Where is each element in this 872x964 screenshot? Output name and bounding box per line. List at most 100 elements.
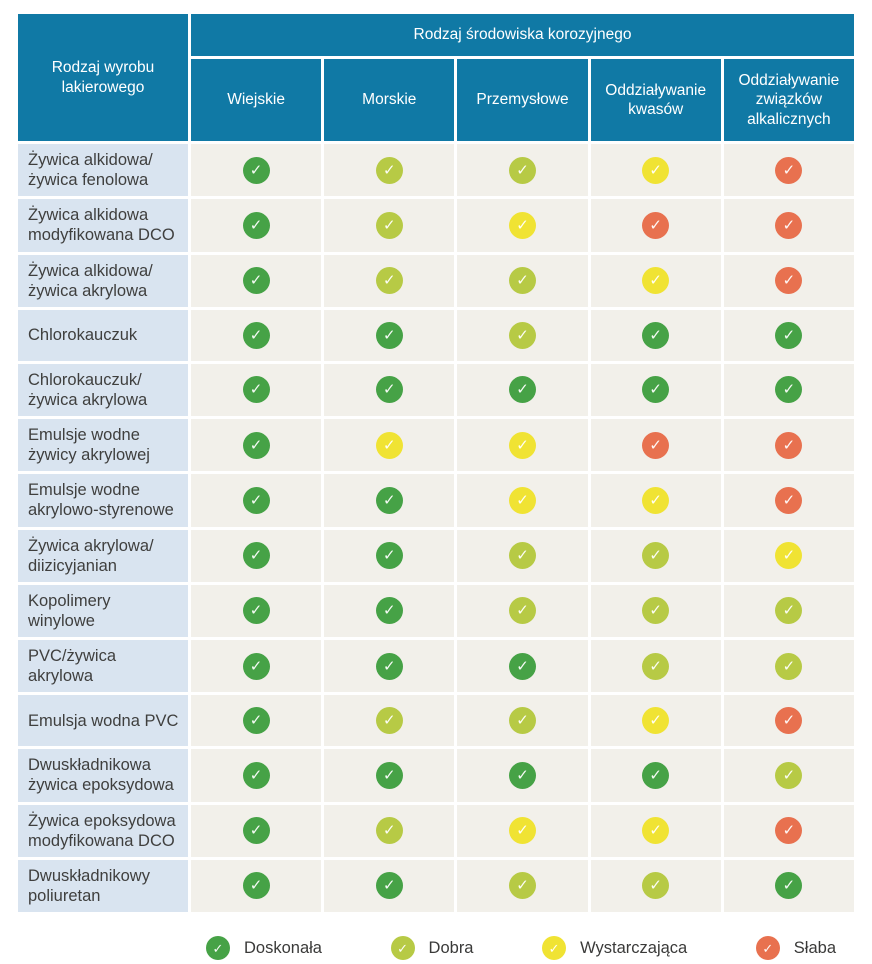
rating-cell-doskonala: ✓: [191, 859, 322, 912]
check-circle-icon: ✓: [775, 542, 803, 570]
check-circle-icon: ✓: [375, 156, 403, 184]
rating-cell-dobra: ✓: [457, 695, 588, 747]
rating-cell-slaba: ✓: [590, 419, 721, 472]
legend-label: Doskonała: [244, 938, 322, 957]
column-header-label: Wiejskie: [227, 91, 285, 109]
check-circle-icon: ✓: [508, 652, 536, 680]
check-circle-icon: ✓: [775, 376, 803, 404]
check-circle-icon: ✓: [242, 707, 270, 735]
row-label: Dwuskładnikowa żywica epoksydowa: [18, 749, 188, 802]
rating-cell-slaba: ✓: [723, 804, 854, 857]
rating-cell-slaba: ✓: [723, 695, 854, 747]
check-circle-icon: ✓: [375, 211, 403, 239]
rating-cell-doskonala: ✓: [723, 859, 854, 912]
legend-label: Dobra: [428, 938, 474, 957]
check-circle-icon: ✓: [375, 376, 403, 404]
check-circle-icon: ✓: [775, 431, 803, 459]
rating-cell-doskonala: ✓: [723, 363, 854, 416]
rating-cell-wystarczajaca: ✓: [457, 474, 588, 527]
check-circle-icon: ✓: [242, 431, 270, 459]
rating-cell-doskonala: ✓: [324, 584, 455, 637]
check-circle-icon: ✓: [508, 542, 536, 570]
rating-cell-doskonala: ✓: [590, 749, 721, 802]
column-header-oddzialywanie-zwiazkow-alkalicznych: Oddziaływanie związków alkalicznych: [723, 59, 854, 141]
check-circle-icon: ✓: [508, 817, 536, 845]
check-circle-icon: ✓: [375, 817, 403, 845]
column-header-label: Morskie: [362, 91, 417, 109]
check-circle-icon: ✓: [242, 267, 270, 295]
row-label: Chlorokauczuk: [18, 309, 188, 361]
rating-cell-doskonala: ✓: [723, 309, 854, 361]
corrosion-resistance-table: Rodzaj wyrobu lakierowego Rodzaj środowi…: [18, 14, 854, 912]
check-circle-icon: ✓: [508, 156, 536, 184]
rating-cell-doskonala: ✓: [457, 363, 588, 416]
column-group-header-label: Rodzaj środowiska korozyjnego: [413, 26, 632, 44]
check-circle-icon: ✓: [242, 652, 270, 680]
check-circle-icon: ✓: [508, 597, 536, 625]
legend-item-slaba: ✓ Słaba: [755, 936, 836, 960]
check-circle-icon: ✓: [242, 542, 270, 570]
rating-cell-wystarczajaca: ✓: [590, 695, 721, 747]
check-circle-icon: ✓: [775, 817, 803, 845]
rating-cell-doskonala: ✓: [191, 254, 322, 307]
rating-cell-dobra: ✓: [457, 254, 588, 307]
row-label: Żywica alkidowa/ żywica fenolowa: [18, 144, 188, 197]
check-circle-icon: ✓: [242, 761, 270, 789]
row-label: Emulsja wodna PVC: [18, 695, 188, 747]
column-header-label: Oddziaływanie związków alkalicznych: [738, 71, 840, 128]
check-circle-icon: ✓: [375, 321, 403, 349]
rating-cell-dobra: ✓: [723, 749, 854, 802]
column-header-oddzialywanie-kwasow: Oddziaływanie kwasów: [590, 59, 721, 141]
check-circle-icon: ✓: [375, 267, 403, 295]
check-circle-icon: ✓: [642, 211, 670, 239]
check-circle-icon: ✓: [390, 936, 415, 960]
check-circle-icon: ✓: [755, 936, 780, 960]
check-circle-icon: ✓: [242, 156, 270, 184]
rating-cell-doskonala: ✓: [324, 859, 455, 912]
rating-cell-dobra: ✓: [324, 804, 455, 857]
rating-cell-slaba: ✓: [723, 419, 854, 472]
check-circle-icon: ✓: [642, 431, 670, 459]
check-circle-icon: ✓: [508, 431, 536, 459]
legend-label: Wystarczająca: [580, 938, 688, 957]
check-circle-icon: ✓: [242, 211, 270, 239]
rating-cell-doskonala: ✓: [324, 749, 455, 802]
check-circle-icon: ✓: [775, 267, 803, 295]
check-circle-icon: ✓: [775, 707, 803, 735]
rating-cell-dobra: ✓: [590, 640, 721, 693]
check-circle-icon: ✓: [242, 597, 270, 625]
rating-cell-doskonala: ✓: [191, 529, 322, 582]
check-circle-icon: ✓: [508, 761, 536, 789]
column-header-label: Oddziaływanie kwasów: [605, 81, 707, 118]
check-circle-icon: ✓: [508, 321, 536, 349]
check-circle-icon: ✓: [508, 211, 536, 239]
check-circle-icon: ✓: [775, 211, 803, 239]
legend-item-doskonala: ✓ Doskonała: [206, 936, 322, 960]
column-header-label: Przemysłowe: [476, 91, 569, 109]
row-label: Chlorokauczuk/ żywica akrylowa: [18, 363, 188, 416]
check-circle-icon: ✓: [775, 761, 803, 789]
rating-cell-doskonala: ✓: [191, 144, 322, 197]
check-circle-icon: ✓: [375, 707, 403, 735]
row-label: Kopolimery winylowe: [18, 584, 188, 637]
row-group-header: Rodzaj wyrobu lakierowego: [18, 14, 188, 141]
check-circle-icon: ✓: [508, 267, 536, 295]
check-circle-icon: ✓: [775, 486, 803, 514]
rating-cell-wystarczajaca: ✓: [590, 474, 721, 527]
row-label: Emulsje wodne żywicy akrylowej: [18, 419, 188, 472]
rating-cell-wystarczajaca: ✓: [590, 144, 721, 197]
rating-cell-slaba: ✓: [590, 199, 721, 252]
legend: ✓ Doskonała ✓ Dobra ✓ Wystarczająca ✓ Słaba: [206, 936, 836, 960]
rating-cell-wystarczajaca: ✓: [723, 529, 854, 582]
check-circle-icon: ✓: [642, 542, 670, 570]
check-circle-icon: ✓: [775, 652, 803, 680]
rating-cell-doskonala: ✓: [457, 749, 588, 802]
check-circle-icon: ✓: [508, 872, 536, 900]
rating-cell-dobra: ✓: [590, 529, 721, 582]
rating-cell-slaba: ✓: [723, 199, 854, 252]
row-label: Dwuskładnikowy poliuretan: [18, 859, 188, 912]
row-label: Żywica epoksydowa modyfikowana DCO: [18, 804, 188, 857]
check-circle-icon: ✓: [242, 486, 270, 514]
rating-cell-dobra: ✓: [324, 199, 455, 252]
rating-cell-doskonala: ✓: [191, 309, 322, 361]
